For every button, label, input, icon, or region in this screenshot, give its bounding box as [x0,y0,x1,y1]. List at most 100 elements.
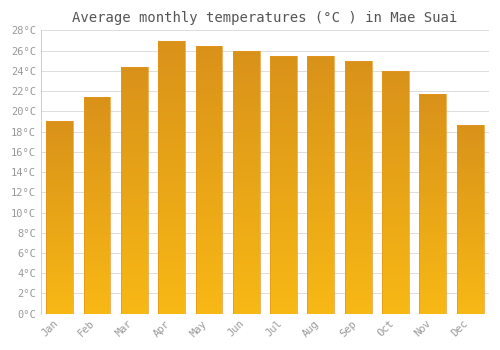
Bar [270,94,297,97]
Bar [121,222,148,225]
Bar [158,221,185,224]
Bar [233,285,260,287]
Bar [84,127,110,130]
Bar [121,301,148,304]
Bar [308,118,334,120]
Bar [121,82,148,84]
Bar [233,122,260,124]
Bar [46,210,73,212]
Bar [46,289,73,290]
Bar [382,158,409,161]
Bar [345,212,372,215]
Bar [121,67,148,314]
Bar [270,254,297,257]
Bar [196,51,222,54]
Bar [457,168,483,170]
Bar [382,98,409,100]
Bar [345,187,372,190]
Bar [196,153,222,155]
Bar [420,177,446,180]
Bar [121,121,148,124]
Bar [196,206,222,209]
Bar [84,104,110,106]
Bar [382,199,409,202]
Bar [233,166,260,169]
Bar [121,146,148,148]
Bar [158,295,185,297]
Bar [233,301,260,303]
Bar [308,84,334,87]
Bar [233,298,260,301]
Bar [233,245,260,248]
Bar [345,299,372,301]
Bar [196,118,222,121]
Bar [233,277,260,280]
Bar [121,89,148,92]
Bar [270,275,297,278]
Bar [196,257,222,260]
Bar [345,240,372,243]
Bar [270,200,297,203]
Bar [382,311,409,314]
Bar [308,272,334,275]
Bar [457,189,483,191]
Bar [158,243,185,245]
Bar [345,167,372,169]
Bar [233,201,260,203]
Bar [457,125,483,126]
Bar [46,258,73,260]
Bar [382,95,409,98]
Bar [46,275,73,277]
Bar [46,243,73,245]
Bar [308,236,334,239]
Bar [420,132,446,134]
Bar [84,149,110,151]
Bar [233,243,260,245]
Bar [308,69,334,71]
Bar [420,276,446,279]
Bar [121,190,148,193]
Bar [420,197,446,199]
Bar [233,96,260,98]
Bar [420,164,446,167]
Bar [121,158,148,161]
Bar [121,195,148,198]
Bar [270,110,297,112]
Bar [420,230,446,232]
Bar [457,176,483,177]
Bar [158,125,185,128]
Bar [158,65,185,68]
Bar [121,262,148,264]
Bar [121,272,148,274]
Bar [121,225,148,227]
Bar [158,57,185,60]
Bar [233,66,260,69]
Bar [308,218,334,221]
Bar [382,90,409,93]
Bar [420,309,446,312]
Bar [457,180,483,181]
Bar [345,291,372,293]
Bar [233,79,260,82]
Bar [308,141,334,144]
Bar [270,267,297,270]
Bar [233,256,260,258]
Bar [233,203,260,206]
Bar [420,215,446,217]
Bar [121,84,148,86]
Bar [196,281,222,284]
Bar [270,244,297,247]
Bar [158,281,185,284]
Bar [46,181,73,183]
Bar [46,304,73,306]
Bar [121,77,148,79]
Bar [270,190,297,192]
Bar [84,301,110,303]
Bar [84,299,110,301]
Bar [84,138,110,140]
Bar [158,273,185,275]
Bar [121,259,148,262]
Bar [233,211,260,214]
Bar [457,274,483,276]
Bar [457,136,483,138]
